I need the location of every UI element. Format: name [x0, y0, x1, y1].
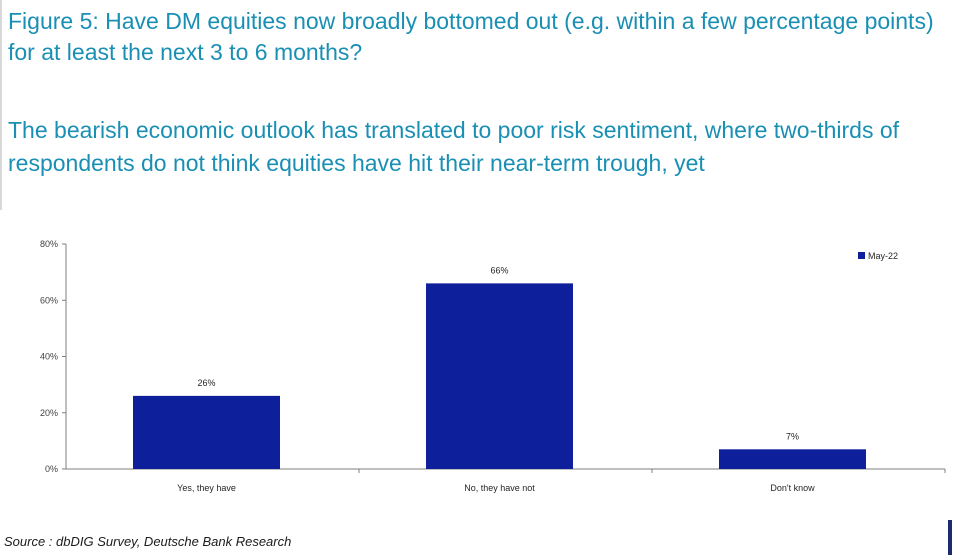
category-label: No, they have not: [464, 483, 535, 493]
data-label: 66%: [490, 265, 508, 275]
source-note: Source : dbDIG Survey, Deutsche Bank Res…: [4, 534, 292, 549]
legend-swatch: [858, 252, 865, 259]
right-edge-marker: [948, 520, 952, 555]
y-tick-label: 80%: [40, 239, 58, 249]
y-tick-label: 20%: [40, 408, 58, 418]
figure-subtitle: The bearish economic outlook has transla…: [8, 117, 900, 176]
bar-chart: 0% 20% 40% 60% 80% 26% Yes, they have 66% No, th…: [0, 228, 956, 508]
bar-chart-svg: 0% 20% 40% 60% 80% 26% Yes, they have 66% No, th…: [40, 239, 946, 493]
data-label: 26%: [197, 378, 215, 388]
y-tick-label: 40%: [40, 352, 58, 362]
category-label: Don't know: [770, 483, 815, 493]
y-tick-label: 60%: [40, 295, 58, 305]
y-tick-label: 0%: [45, 464, 58, 474]
bar: [133, 395, 280, 469]
data-label: 7%: [786, 431, 799, 441]
legend-label: May-22: [868, 251, 898, 261]
bar: [426, 283, 573, 469]
category-label: Yes, they have: [177, 483, 236, 493]
left-divider: [0, 0, 2, 210]
figure-title: Figure 5: Have DM equities now broadly b…: [8, 8, 934, 65]
bar: [719, 449, 866, 469]
